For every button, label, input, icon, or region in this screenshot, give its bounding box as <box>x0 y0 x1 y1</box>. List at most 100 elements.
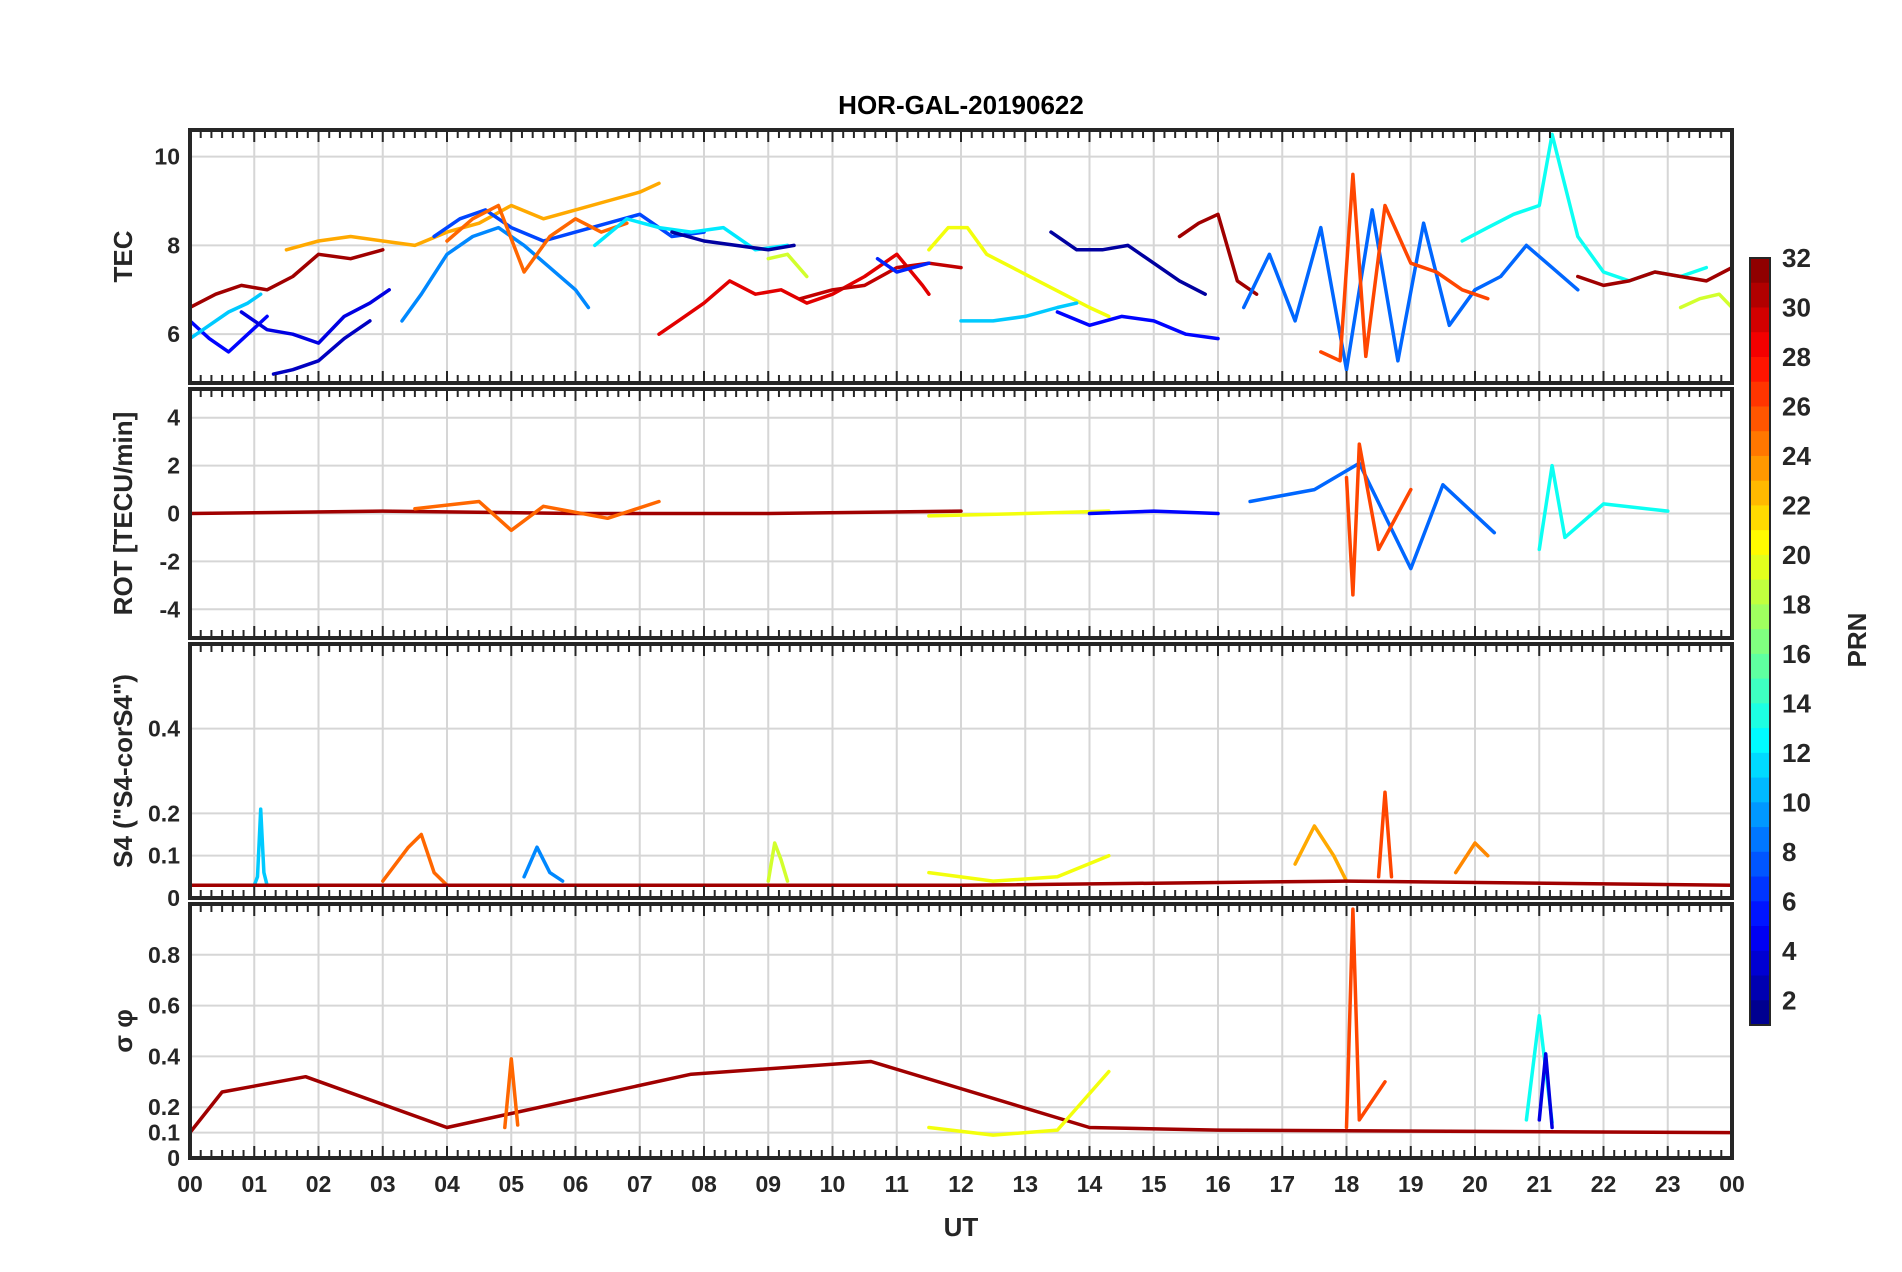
y-tick-label: -2 <box>160 548 180 574</box>
colorbar-segment <box>1750 431 1770 457</box>
colorbar-segment <box>1750 1000 1770 1026</box>
y-tick-label: 0.6 <box>148 993 180 1019</box>
x-tick-label: 09 <box>755 1171 781 1197</box>
x-tick-label: 21 <box>1526 1171 1552 1197</box>
colorbar-tick-label: 18 <box>1782 589 1811 619</box>
series-line-prn-26 <box>1376 790 1394 879</box>
colorbar-tick-label: 32 <box>1782 243 1811 273</box>
colorbar-segment <box>1750 604 1770 630</box>
series-line-prn-9 <box>400 225 591 323</box>
panel-sigma_phi: 0.8 0.6 0.4 0.20.10 σ φ <box>108 902 1734 1171</box>
y-tick-label: -4 <box>160 596 181 622</box>
colorbar-segment <box>1750 975 1770 1001</box>
x-tick-label: 00 <box>1719 1171 1745 1197</box>
colorbar-segment <box>1750 554 1770 581</box>
colorbar-segment <box>1750 827 1770 853</box>
series-line-prn-29 <box>657 252 931 336</box>
series-line-prn-4 <box>239 288 391 345</box>
y-axis-label: ROT [TECU/min] <box>108 412 138 616</box>
series-line-prn-20 <box>927 225 1111 319</box>
colorbar-segment <box>1750 752 1770 779</box>
x-tick-label: 01 <box>241 1171 267 1197</box>
series-line-prn-26 <box>1344 442 1413 597</box>
x-tick-label: 22 <box>1591 1171 1617 1197</box>
colorbar: 32 30 28 26 24 22 20 18 16 14 12 10 8 6 4 2 PRN <box>1749 243 1872 1026</box>
colorbar-tick-label: 4 <box>1782 936 1797 966</box>
series-group <box>190 790 1732 888</box>
colorbar-segment <box>1750 728 1770 754</box>
colorbar-tick-label: 26 <box>1782 391 1811 421</box>
series-group <box>190 132 1732 376</box>
x-tick-label: 16 <box>1205 1171 1231 1197</box>
x-tick-label: 07 <box>627 1171 653 1197</box>
colorbar-segment <box>1750 926 1770 952</box>
y-tick-label: 10 <box>154 144 180 170</box>
colorbar-segment <box>1750 777 1770 803</box>
y-axis-label: TEC <box>108 230 138 282</box>
x-tick-label: 23 <box>1655 1171 1681 1197</box>
x-tick-label: 13 <box>1012 1171 1038 1197</box>
series-group <box>190 907 1732 1137</box>
x-tick-label: 18 <box>1334 1171 1360 1197</box>
y-tick-label: 0.1 <box>148 1120 180 1146</box>
x-tick-label: 17 <box>1269 1171 1295 1197</box>
colorbar-segment <box>1750 579 1770 605</box>
colorbar-segment <box>1750 307 1770 333</box>
panel-tec: 6 8 10 TEC <box>108 128 1734 385</box>
colorbar-segment <box>1750 653 1770 680</box>
y-tick-label: 0.8 <box>148 942 180 968</box>
series-line-prn-31 <box>1576 265 1732 288</box>
colorbar-tick-label: 24 <box>1782 441 1811 471</box>
panel-rot: 4 2 0 -2 -4 ROT [TECU/min] <box>108 387 1734 640</box>
colorbar-segment <box>1750 258 1770 284</box>
series-line-prn-5 <box>1055 310 1220 341</box>
chart-title: HOR-GAL-20190622 <box>838 90 1084 120</box>
plot-frame <box>188 128 1734 385</box>
colorbar-segment <box>1750 356 1770 383</box>
x-tick-label: 06 <box>563 1171 589 1197</box>
series-group <box>190 442 1670 597</box>
series-line-prn-25 <box>413 499 661 533</box>
colorbar-segment <box>1750 530 1770 556</box>
x-axis-label: UT <box>944 1212 979 1242</box>
colorbar-segment <box>1750 876 1770 902</box>
colorbar-label: PRN <box>1842 613 1872 668</box>
series-line-prn-31 <box>190 1059 1732 1135</box>
colorbar-tick-label: 30 <box>1782 292 1811 322</box>
series-line-prn-5 <box>190 314 269 354</box>
series-line-prn-8 <box>1248 461 1497 571</box>
colorbar-tick-label: 14 <box>1782 688 1811 718</box>
series-line-prn-4 <box>1537 1052 1554 1130</box>
colorbar-tick-label: 16 <box>1782 639 1811 669</box>
panel-s4: 0.4 0.2 0.1 0 S4 ("S4-corS4") <box>108 642 1734 911</box>
plot-frame <box>188 642 1734 900</box>
colorbar-segment <box>1750 802 1770 828</box>
y-tick-label: 0.2 <box>148 1094 180 1120</box>
series-line-prn-13 <box>1537 463 1670 552</box>
plot-frame <box>188 387 1734 640</box>
colorbar-tick-label: 10 <box>1782 787 1811 817</box>
colorbar-segment <box>1750 901 1770 927</box>
colorbar-tick-label: 6 <box>1782 886 1796 916</box>
y-tick-label: 0.1 <box>148 843 180 869</box>
series-line-prn-3 <box>271 319 372 376</box>
colorbar-tick-label: 2 <box>1782 985 1796 1015</box>
series-line-prn-25 <box>503 1057 520 1130</box>
colorbar-segment <box>1750 381 1770 408</box>
series-line-prn-20 <box>927 509 1111 518</box>
series-line-prn-2 <box>1049 230 1207 296</box>
series-line-prn-24 <box>1453 841 1490 875</box>
x-tick-label: 12 <box>948 1171 974 1197</box>
y-tick-label: 8 <box>167 232 180 258</box>
series-line-prn-19 <box>766 841 790 883</box>
series-line-prn-25 <box>381 832 449 888</box>
y-tick-label: 0 <box>167 885 180 911</box>
colorbar-tick-label: 20 <box>1782 540 1811 570</box>
colorbar-segment <box>1750 703 1770 729</box>
colorbar-tick-label: 12 <box>1782 738 1811 768</box>
series-line-prn-11 <box>959 301 1079 323</box>
series-line-prn-11 <box>252 807 269 888</box>
series-line-prn-5 <box>1087 509 1220 516</box>
